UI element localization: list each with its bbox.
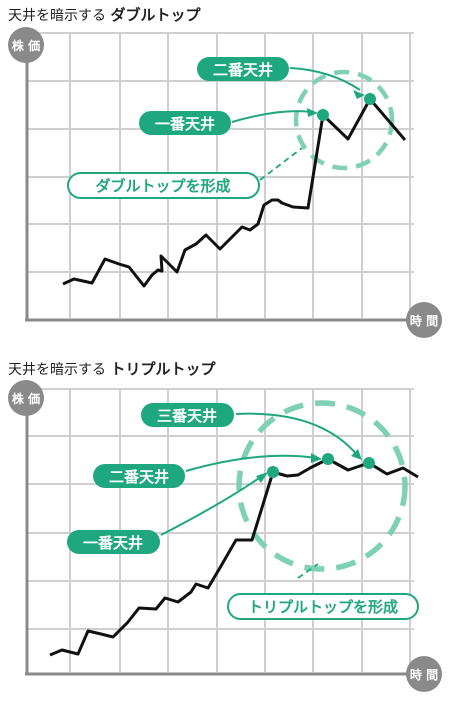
double-top-first-peak-label-box — [139, 111, 231, 135]
triple-top-first-peak-label: 一番天井 — [83, 534, 143, 552]
triple-top-title-prefix: 天井を暗示する — [8, 362, 106, 378]
triple-top-second-peak-label-box — [93, 464, 185, 488]
double-top-second-peak-label-box — [197, 57, 289, 81]
double-top-title-emphasis: ダブルトップ — [110, 6, 201, 24]
triple-top-y-axis-badge — [8, 380, 44, 416]
arrow-head — [256, 472, 268, 483]
double-top-peak-dot — [317, 109, 329, 121]
double-top-y-axis-badge — [8, 27, 44, 63]
double-top-formation-label-box — [67, 172, 260, 199]
triple-top-first-peak-label-box — [67, 530, 160, 554]
triple-top-dashed-connector — [297, 563, 319, 579]
double-top-highlight-circle — [293, 69, 395, 171]
triple-top-panel: 天井を暗示する トリプルトップ — [0, 352, 450, 705]
triple-top-third-peak-label: 三番天井 — [157, 407, 217, 425]
arrow-head — [311, 453, 322, 463]
triple-top-title: 天井を暗示する トリプルトップ — [8, 358, 215, 379]
triple-top-title-emphasis: トリプルトップ — [110, 360, 216, 378]
double-top-x-axis-badge — [406, 302, 442, 338]
double-top-x-axis-label: 時 間 — [410, 313, 438, 328]
triple-top-highlight-circle — [236, 400, 408, 572]
double-top-y-axis-label: 株 価 — [12, 38, 40, 53]
double-top-peak-dot — [364, 93, 376, 105]
triple-top-x-axis-label: 時 間 — [410, 667, 438, 682]
double-top-title: 天井を暗示する ダブルトップ — [8, 4, 200, 25]
double-top-title-prefix: 天井を暗示する — [8, 8, 106, 24]
triple-top-peak-dot — [363, 457, 375, 469]
triple-top-arrows — [160, 412, 359, 536]
triple-top-peak-dot — [267, 466, 279, 478]
arrow-head — [353, 90, 365, 99]
triple-top-y-axis-label: 株 価 — [12, 391, 40, 406]
double-top-second-peak-label: 二番天井 — [213, 61, 273, 79]
double-top-chart: 二番天井 一番天井 ダブルトップを形成 株 価 時 間 — [8, 27, 442, 338]
triple-top-x-axis-badge — [406, 656, 442, 692]
triple-top-formation-label-box — [227, 593, 419, 620]
triple-top-third-peak-label-box — [141, 403, 234, 427]
triple-top-formation-label: トリプルトップを形成 — [248, 598, 398, 616]
triple-top-second-peak-label: 二番天井 — [109, 468, 169, 486]
double-top-arrows — [231, 67, 361, 123]
triple-top-chart: 三番天井 二番天井 一番天井 トリプルトップを形成 株 価 時 間 — [8, 380, 442, 692]
arrow-head — [307, 108, 318, 117]
double-top-dashed-connector — [259, 147, 303, 181]
triple-top-axes — [25, 398, 410, 676]
double-top-panel: 天井を暗示する ダブルトップ — [0, 0, 450, 352]
double-top-first-peak-label: 一番天井 — [155, 115, 215, 133]
triple-top-price-line — [49, 457, 419, 657]
triple-top-peak-dot — [322, 453, 334, 465]
double-top-axes — [25, 44, 410, 322]
double-top-formation-label: ダブルトップを形成 — [95, 177, 230, 195]
double-top-price-line — [62, 97, 407, 288]
arrow-head — [351, 449, 362, 460]
